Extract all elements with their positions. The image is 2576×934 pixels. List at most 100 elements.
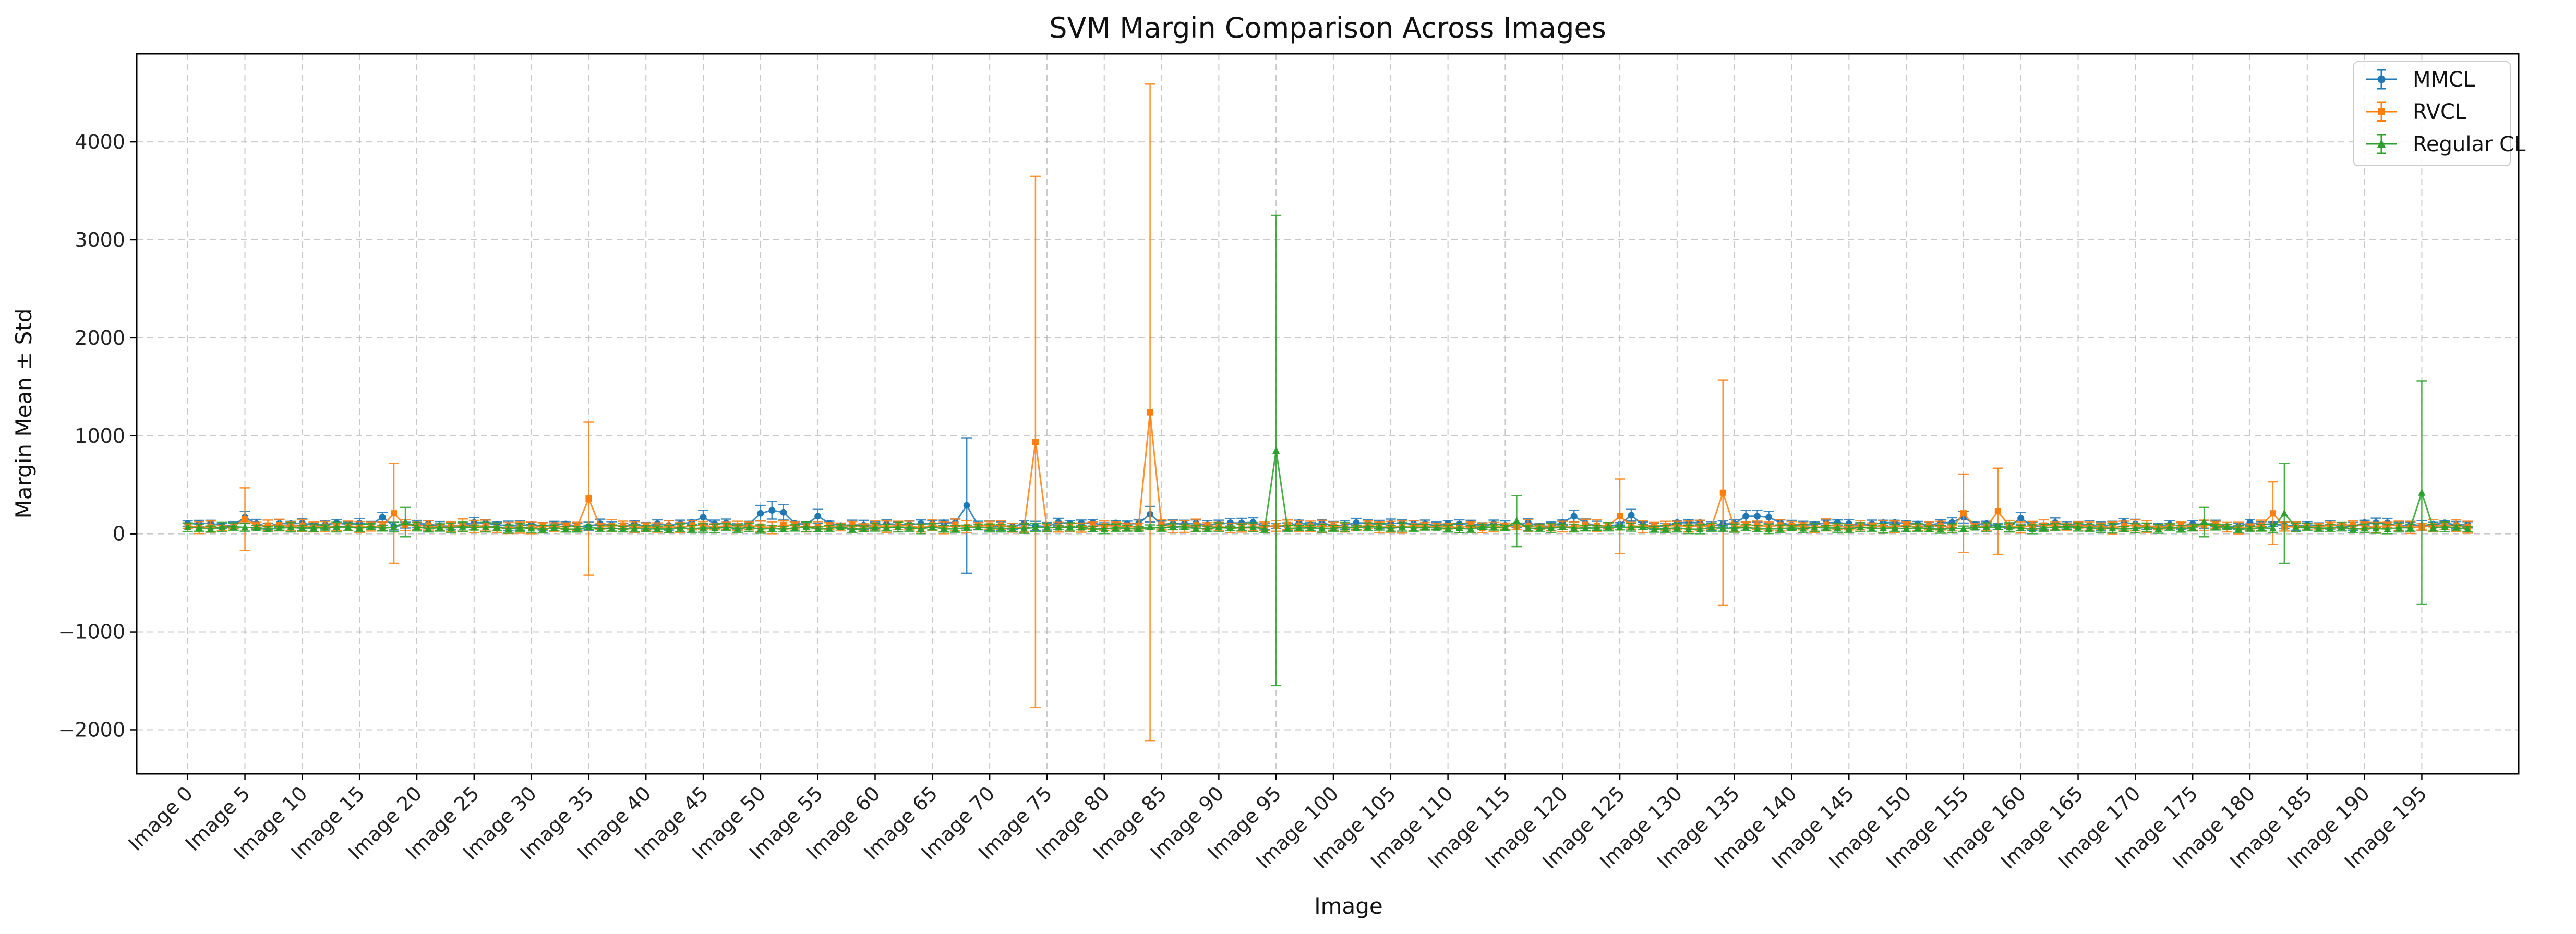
data-point — [402, 518, 410, 526]
data-point — [573, 525, 581, 532]
data-point — [1822, 524, 1830, 531]
data-point — [195, 523, 203, 531]
data-point — [974, 523, 982, 530]
data-point — [310, 524, 318, 531]
data-point — [1788, 524, 1796, 531]
data-point — [1031, 523, 1039, 531]
data-point — [1341, 523, 1349, 530]
data-point — [1639, 523, 1646, 530]
data-point — [894, 523, 902, 530]
data-point — [2269, 524, 2277, 532]
data-point — [2097, 524, 2105, 531]
data-point — [344, 523, 352, 530]
data-point — [1754, 513, 1761, 520]
data-point — [1811, 523, 1819, 531]
data-point — [779, 525, 787, 532]
data-point — [2349, 525, 2357, 532]
y-tick-label: −1000 — [58, 621, 125, 644]
y-tick-label: 4000 — [75, 130, 125, 153]
data-point — [447, 524, 455, 531]
data-point — [2292, 523, 2300, 531]
data-point — [1410, 524, 1417, 531]
data-point — [952, 525, 959, 532]
data-point — [917, 525, 925, 532]
data-point — [1169, 522, 1177, 530]
data-point — [390, 523, 398, 530]
y-tick-label: −2000 — [58, 718, 125, 741]
data-point — [1501, 524, 1509, 531]
data-point — [780, 508, 787, 516]
data-point — [1364, 523, 1371, 530]
data-point — [1215, 523, 1223, 530]
data-point — [837, 522, 845, 530]
data-point — [2280, 509, 2288, 517]
data-point — [1868, 524, 1876, 531]
data-point — [1238, 523, 1246, 531]
data-point — [2189, 523, 2197, 531]
data-point — [642, 524, 650, 532]
data-point — [1192, 524, 1200, 532]
data-point — [2120, 525, 2128, 532]
data-point — [321, 523, 329, 531]
data-point — [1032, 439, 1039, 445]
data-point — [2223, 523, 2231, 530]
data-point — [1329, 524, 1337, 532]
data-point — [1547, 524, 1555, 531]
data-point — [2257, 523, 2265, 531]
data-point — [1295, 524, 1303, 531]
data-point — [2315, 524, 2322, 531]
data-point — [1765, 514, 1773, 521]
data-point — [1617, 513, 1623, 519]
data-point — [1742, 523, 1750, 531]
data-point — [906, 523, 913, 531]
data-point — [1936, 525, 1944, 532]
data-point — [367, 522, 375, 530]
data-point — [1799, 524, 1807, 532]
data-point — [550, 524, 558, 531]
data-point — [424, 524, 432, 532]
legend-marker — [2377, 75, 2386, 83]
data-point — [2200, 518, 2208, 526]
data-point — [1375, 523, 1383, 530]
data-point — [1971, 523, 1979, 531]
data-point — [356, 524, 364, 531]
data-point — [585, 523, 593, 531]
data-point — [1123, 524, 1131, 532]
data-point — [1925, 525, 1933, 532]
data-point — [848, 525, 856, 532]
data-point — [963, 523, 971, 531]
data-point — [527, 524, 535, 532]
data-point — [2235, 525, 2243, 532]
data-point — [1146, 523, 1154, 530]
legend-marker — [2377, 139, 2386, 148]
data-point — [2040, 524, 2048, 531]
data-point — [1112, 524, 1120, 531]
data-point — [1421, 523, 1429, 531]
data-point — [2086, 524, 2093, 531]
data-point — [1158, 524, 1165, 532]
data-point — [2177, 524, 2185, 532]
data-point — [940, 524, 948, 532]
data-point — [2017, 524, 2025, 531]
data-point — [745, 523, 753, 531]
data-point — [379, 514, 386, 521]
data-point — [2166, 523, 2174, 530]
data-point — [631, 524, 639, 532]
data-point — [242, 516, 248, 523]
data-point — [298, 524, 306, 531]
data-point — [1307, 524, 1315, 531]
legend-label: MMCL — [2413, 68, 2475, 92]
data-point — [802, 523, 810, 530]
data-point — [2246, 524, 2254, 532]
data-point — [2051, 523, 2059, 530]
data-point — [1009, 524, 1017, 532]
data-point — [1982, 523, 1990, 531]
data-point — [436, 523, 443, 531]
data-point — [1226, 524, 1234, 532]
data-point — [1066, 523, 1074, 530]
data-point — [2326, 524, 2334, 531]
data-point — [654, 525, 661, 532]
data-point — [1513, 517, 1521, 525]
data-point — [1776, 524, 1784, 532]
